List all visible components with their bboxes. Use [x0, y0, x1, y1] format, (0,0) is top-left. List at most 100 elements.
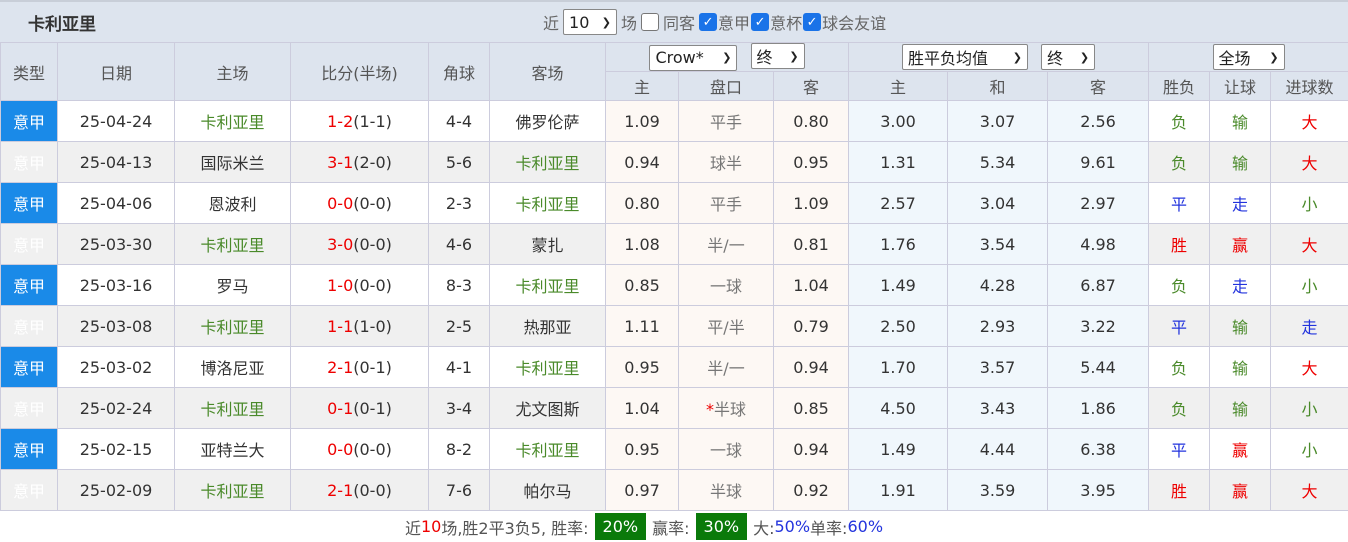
result-ou: 小 — [1271, 265, 1348, 306]
corners: 5-6 — [429, 142, 490, 183]
league-type[interactable]: 意甲 — [1, 265, 58, 306]
away-team[interactable]: 卡利亚里 — [490, 183, 606, 224]
summary-text: 场,胜2平3负5, 胜率: — [441, 515, 588, 539]
summary-text: 单率: — [810, 515, 847, 539]
home-team[interactable]: 恩波利 — [175, 183, 291, 224]
away-team[interactable]: 蒙扎 — [490, 224, 606, 265]
result-wl: 胜 — [1149, 470, 1210, 511]
away-team[interactable]: 尤文图斯 — [490, 388, 606, 429]
table-row[interactable]: 意甲 25-04-13 国际米兰 3-1(2-0) 5-6 卡利亚里 0.94 … — [1, 142, 1348, 183]
result-ou: 大 — [1271, 347, 1348, 388]
chevron-down-icon: ❯ — [1080, 51, 1089, 64]
euro-away-odds: 6.87 — [1048, 265, 1149, 306]
handicap-home-odds: 0.95 — [606, 347, 679, 388]
handicap-home-odds: 0.80 — [606, 183, 679, 224]
handicap-home-odds: 0.94 — [606, 142, 679, 183]
handicap-stage-select[interactable]: 终❯ — [751, 43, 805, 69]
table-row[interactable]: 意甲 25-03-30 卡利亚里 3-0(0-0) 4-6 蒙扎 1.08 半/… — [1, 224, 1348, 265]
league-checkbox[interactable]: ✓ — [699, 13, 717, 31]
result-ou: 大 — [1271, 224, 1348, 265]
handicap-home-odds: 1.11 — [606, 306, 679, 347]
table-row[interactable]: 意甲 25-04-06 恩波利 0-0(0-0) 2-3 卡利亚里 0.80 平… — [1, 183, 1348, 224]
league-type[interactable]: 意甲 — [1, 388, 58, 429]
handicap-line: 一球 — [679, 265, 774, 306]
result-wl: 负 — [1149, 347, 1210, 388]
league-checkbox[interactable]: ✓ — [751, 13, 769, 31]
result-ou: 小 — [1271, 183, 1348, 224]
table-row[interactable]: 意甲 25-03-08 卡利亚里 1-1(1-0) 2-5 热那亚 1.11 平… — [1, 306, 1348, 347]
euro-draw-odds: 3.54 — [948, 224, 1048, 265]
league-type[interactable]: 意甲 — [1, 183, 58, 224]
home-team[interactable]: 卡利亚里 — [175, 388, 291, 429]
half-time-score: (0-0) — [353, 276, 392, 295]
league-type[interactable]: 意甲 — [1, 224, 58, 265]
chevron-down-icon: ❯ — [602, 16, 611, 29]
home-team[interactable]: 亚特兰大 — [175, 429, 291, 470]
league-type[interactable]: 意甲 — [1, 347, 58, 388]
away-team[interactable]: 卡利亚里 — [490, 347, 606, 388]
table-row[interactable]: 意甲 25-03-02 博洛尼亚 2-1(0-1) 4-1 卡利亚里 0.95 … — [1, 347, 1348, 388]
league-checkbox[interactable]: ✓ — [803, 13, 821, 31]
home-team[interactable]: 卡利亚里 — [175, 470, 291, 511]
home-team[interactable]: 罗马 — [175, 265, 291, 306]
match-count-value: 10 — [569, 13, 589, 32]
table-row[interactable]: 意甲 25-02-15 亚特兰大 0-0(0-0) 8-2 卡利亚里 0.95 … — [1, 429, 1348, 470]
score: 0-0(0-0) — [291, 429, 429, 470]
full-time-score: 1-2 — [327, 112, 353, 131]
home-team[interactable]: 博洛尼亚 — [175, 347, 291, 388]
euro-home-odds: 1.76 — [849, 224, 948, 265]
euro-select[interactable]: 胜平负均值❯ — [902, 44, 1028, 70]
league-type[interactable]: 意甲 — [1, 429, 58, 470]
match-count-select[interactable]: 10 ❯ — [563, 9, 617, 35]
euro-home-odds: 1.49 — [849, 429, 948, 470]
home-team[interactable]: 卡利亚里 — [175, 101, 291, 142]
col-h-away: 客 — [774, 72, 849, 101]
league-type[interactable]: 意甲 — [1, 101, 58, 142]
league-type[interactable]: 意甲 — [1, 470, 58, 511]
handicap-line-value: 平手 — [710, 195, 742, 214]
league-label: 球会友谊 — [822, 10, 886, 34]
col-home: 主场 — [175, 43, 291, 101]
league-type[interactable]: 意甲 — [1, 142, 58, 183]
scope-select[interactable]: 全场❯ — [1213, 44, 1285, 70]
match-date: 25-04-24 — [58, 101, 175, 142]
table-row[interactable]: 意甲 25-04-24 卡利亚里 1-2(1-1) 4-4 佛罗伦萨 1.09 … — [1, 101, 1348, 142]
result-ou: 大 — [1271, 470, 1348, 511]
away-team[interactable]: 帕尔马 — [490, 470, 606, 511]
full-time-score: 3-1 — [327, 153, 353, 172]
home-team[interactable]: 卡利亚里 — [175, 224, 291, 265]
handicap-home-odds: 0.85 — [606, 265, 679, 306]
corners: 3-4 — [429, 388, 490, 429]
home-team[interactable]: 卡利亚里 — [175, 306, 291, 347]
match-date: 25-02-24 — [58, 388, 175, 429]
company-select[interactable]: Crow*❯ — [649, 45, 737, 71]
corners: 8-3 — [429, 265, 490, 306]
away-team[interactable]: 卡利亚里 — [490, 429, 606, 470]
handicap-line: 球半 — [679, 142, 774, 183]
table-row[interactable]: 意甲 25-02-24 卡利亚里 0-1(0-1) 3-4 尤文图斯 1.04 … — [1, 388, 1348, 429]
same-guest-checkbox[interactable] — [641, 13, 659, 31]
home-team[interactable]: 国际米兰 — [175, 142, 291, 183]
corners: 4-1 — [429, 347, 490, 388]
company-value: Crow* — [655, 48, 703, 67]
away-team[interactable]: 热那亚 — [490, 306, 606, 347]
euro-home-odds: 2.50 — [849, 306, 948, 347]
euro-stage-select[interactable]: 终❯ — [1041, 44, 1095, 70]
away-team[interactable]: 佛罗伦萨 — [490, 101, 606, 142]
league-type[interactable]: 意甲 — [1, 306, 58, 347]
summary-text: 大: — [753, 515, 774, 539]
away-team[interactable]: 卡利亚里 — [490, 265, 606, 306]
handicap-away-odds: 0.92 — [774, 470, 849, 511]
result-ah: 输 — [1210, 347, 1271, 388]
result-wl: 胜 — [1149, 224, 1210, 265]
handicap-away-odds: 0.81 — [774, 224, 849, 265]
handicap-home-odds: 1.09 — [606, 101, 679, 142]
table-row[interactable]: 意甲 25-03-16 罗马 1-0(0-0) 8-3 卡利亚里 0.85 一球… — [1, 265, 1348, 306]
away-team[interactable]: 卡利亚里 — [490, 142, 606, 183]
handicap-away-odds: 0.80 — [774, 101, 849, 142]
result-ah: 输 — [1210, 306, 1271, 347]
table-row[interactable]: 意甲 25-02-09 卡利亚里 2-1(0-0) 7-6 帕尔马 0.97 半… — [1, 470, 1348, 511]
col-date: 日期 — [58, 43, 175, 101]
result-ah: 赢 — [1210, 224, 1271, 265]
handicap-line-value: 半/一 — [707, 236, 744, 255]
